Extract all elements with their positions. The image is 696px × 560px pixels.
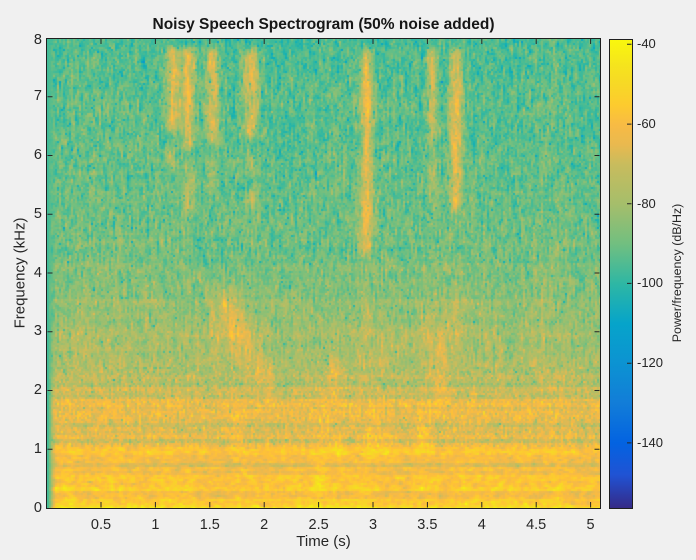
svg-text:Frequency (kHz): Frequency (kHz) xyxy=(12,218,29,329)
svg-text:Power/frequency (dB/Hz): Power/frequency (dB/Hz) xyxy=(670,204,684,342)
